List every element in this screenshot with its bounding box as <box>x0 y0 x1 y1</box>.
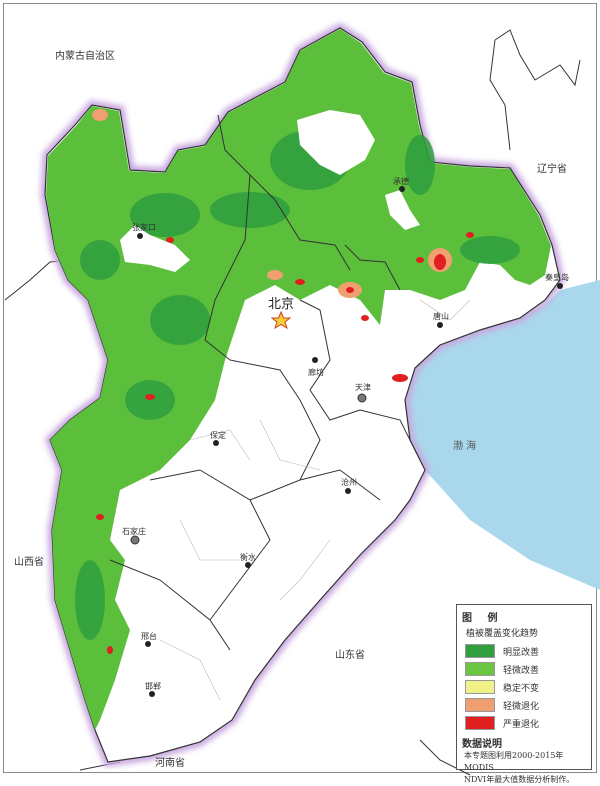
legend-swatch <box>465 662 495 676</box>
capital-star-icon <box>270 310 292 330</box>
label-hengshui: 衡水 <box>240 553 256 562</box>
legend-item: 稳定不变 <box>462 678 586 696</box>
legend-label: 严重退化 <box>503 719 540 730</box>
county-boundaries <box>159 299 471 701</box>
vegetation-significant-improvement <box>75 130 520 640</box>
legend-item: 明显改善 <box>462 642 586 660</box>
label-baoding: 保定 <box>210 431 226 440</box>
label-beijing: 北京 <box>268 297 295 312</box>
legend-subtitle: 植被覆盖变化趋势 <box>466 629 539 639</box>
legend-item: 轻微退化 <box>462 696 586 714</box>
label-xingtai: 邢台 <box>141 632 157 641</box>
label-zhangjiakou: 张家口 <box>132 223 156 232</box>
bohai-sea <box>405 280 600 590</box>
legend-title: 图 例 <box>462 613 504 624</box>
label-cangzhou: 沧州 <box>341 478 357 487</box>
label-tianjin: 天津 <box>355 383 371 392</box>
label-shijiazhuang: 石家庄 <box>122 527 146 536</box>
data-note-line: 本专题图利用2000-2015年MODIS <box>464 751 564 772</box>
label-tangshan: 唐山 <box>433 312 449 321</box>
label-inner-mongolia: 内蒙古自治区 <box>55 51 115 62</box>
legend-label: 轻微退化 <box>503 701 540 712</box>
city-markers <box>130 186 563 697</box>
legend: 图 例 植被覆盖变化趋势 明显改善 轻微改善 稳定不变 轻微退化 严重退化 数据… <box>456 604 592 784</box>
label-shanxi: 山西省 <box>14 557 44 568</box>
legend-swatch <box>465 680 495 694</box>
legend-item: 严重退化 <box>462 714 586 732</box>
legend-item: 轻微改善 <box>462 660 586 678</box>
label-qinhuangdao: 秦皇岛 <box>545 273 569 282</box>
legend-swatch <box>465 698 495 712</box>
label-chengde: 承德 <box>393 177 409 186</box>
legend-swatch <box>465 716 495 730</box>
label-shandong: 山东省 <box>335 650 365 661</box>
legend-label: 稳定不变 <box>503 683 540 694</box>
legend-label: 明显改善 <box>503 647 540 658</box>
label-liaoning: 辽宁省 <box>537 164 567 175</box>
legend-label: 轻微改善 <box>503 665 540 676</box>
legend-swatch <box>465 644 495 658</box>
label-henan: 河南省 <box>155 758 185 769</box>
label-handan: 邯郸 <box>145 682 161 691</box>
label-bohai: 渤 海 <box>453 441 477 452</box>
city-boundaries <box>109 114 421 651</box>
data-note-title: 数据说明 <box>462 739 502 750</box>
vegetation-severe-degradation <box>96 232 474 654</box>
label-langfang: 廊坊 <box>308 368 324 377</box>
